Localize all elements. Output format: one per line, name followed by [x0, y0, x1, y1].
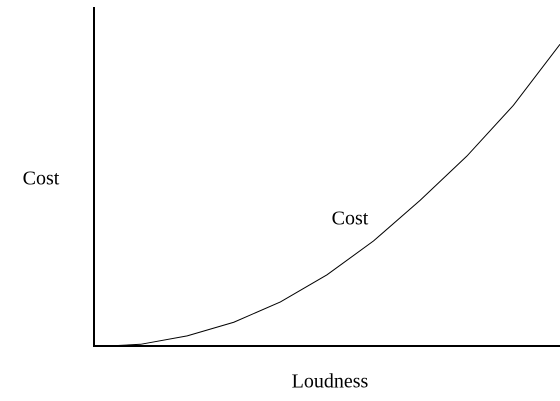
y-axis-label: Cost: [23, 168, 60, 190]
x-axis-label: Loudness: [292, 371, 369, 393]
line-label: Cost: [332, 208, 369, 230]
line: [107, 43, 560, 347]
